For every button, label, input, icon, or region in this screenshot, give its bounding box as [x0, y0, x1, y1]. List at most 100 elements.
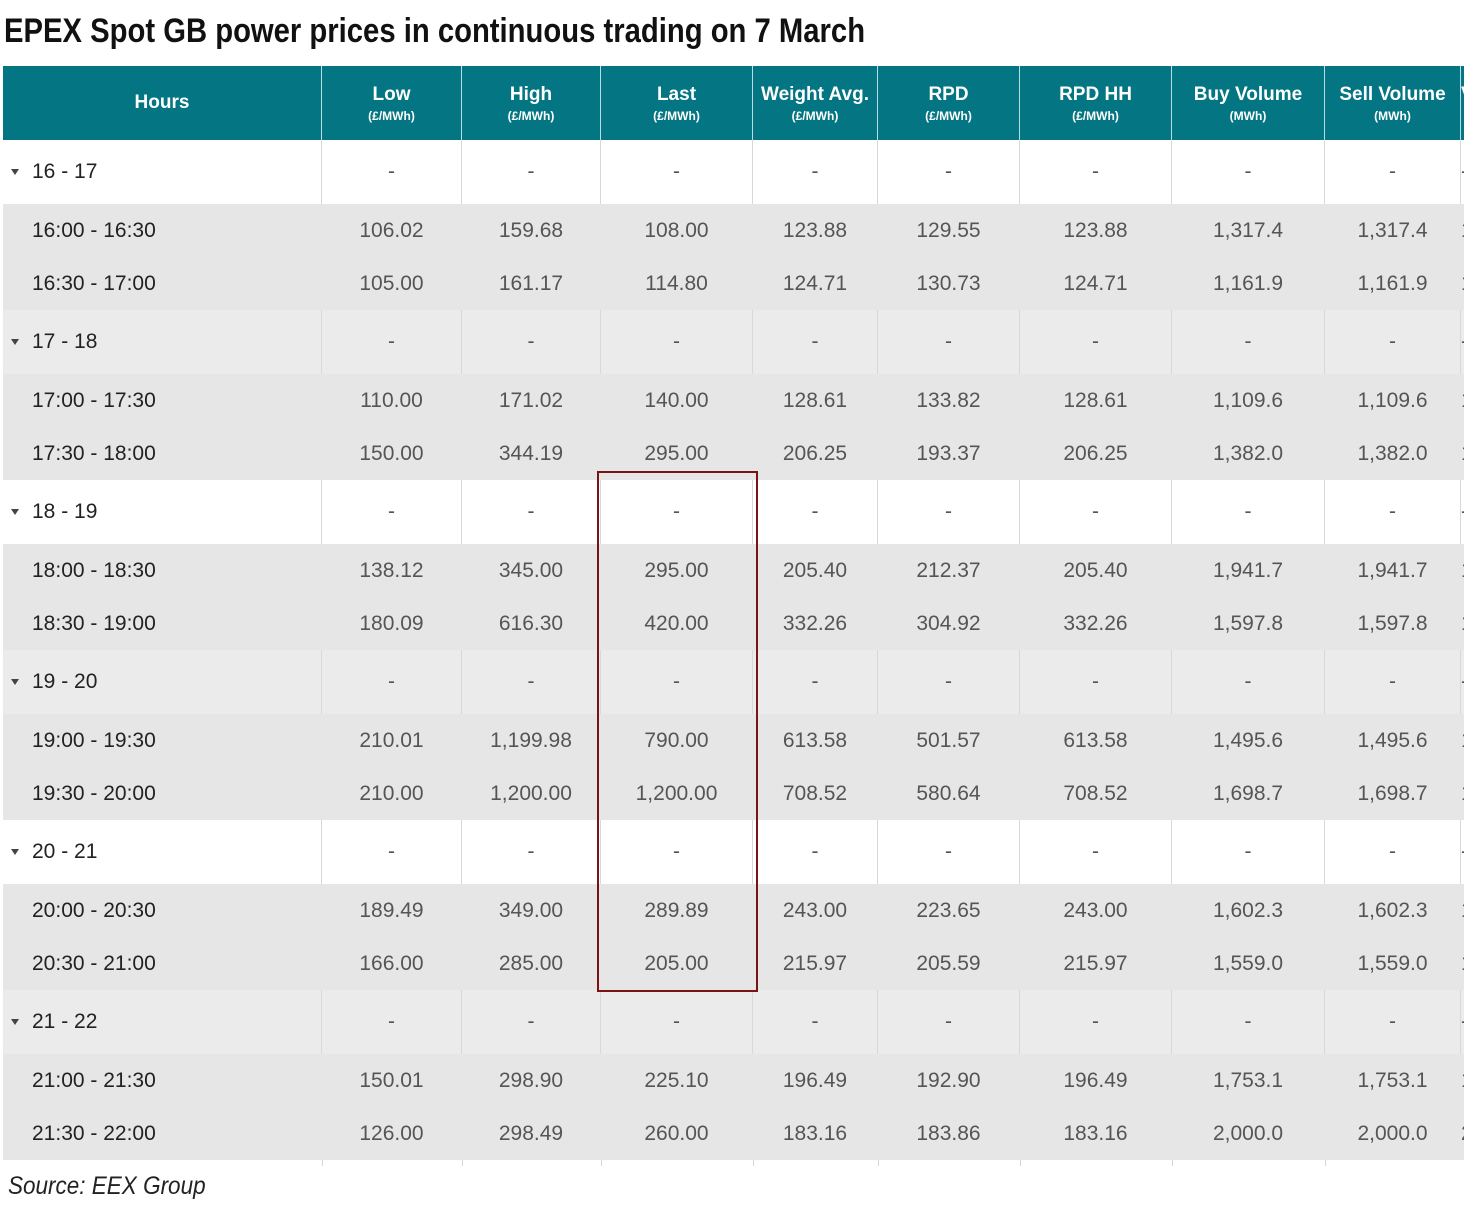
- column-header: Last (£/MWh): [601, 66, 753, 140]
- data-cell: 349.00: [462, 884, 601, 937]
- column-name: RPD HH: [1059, 83, 1132, 105]
- group-cell: 19 - 20: [3, 650, 322, 714]
- data-cell: 193.37: [878, 427, 1020, 480]
- group-cell: -: [1461, 310, 1464, 374]
- data-cell: 124.71: [1020, 257, 1172, 310]
- group-cell: -: [1461, 480, 1464, 544]
- data-cell: 1,753.1: [1172, 1054, 1325, 1107]
- data-cell: 1,698.7: [1172, 767, 1325, 820]
- data-cell: 128.61: [1020, 374, 1172, 427]
- source-note: Source: EEX Group: [8, 1172, 206, 1200]
- data-cell: 210.01: [322, 714, 462, 767]
- group-cell: -: [462, 140, 601, 204]
- data-cell: 1,698.7: [1461, 767, 1464, 820]
- column-name: Weight Avg.: [760, 83, 870, 105]
- column-header: Weight Avg. (£/MWh): [753, 66, 878, 140]
- group-cell: -: [753, 310, 878, 374]
- group-cell: -: [1172, 650, 1325, 714]
- group-cell: -: [1461, 140, 1464, 204]
- data-cell: 196.49: [1020, 1054, 1172, 1107]
- column-header: RPD (£/MWh): [878, 66, 1020, 140]
- group-cell: -: [1325, 310, 1461, 374]
- data-cell: 161.17: [462, 257, 601, 310]
- expand-icon[interactable]: [11, 509, 19, 515]
- expand-icon[interactable]: [11, 1019, 19, 1025]
- data-cell: 1,382.0: [1325, 427, 1461, 480]
- data-cell: 210.00: [322, 767, 462, 820]
- group-cell: -: [601, 480, 753, 544]
- column-divider: [878, 1160, 879, 1166]
- data-cell: 2,000.0: [1461, 1107, 1464, 1160]
- data-cell: 189.49: [322, 884, 462, 937]
- data-cell: 21:30 - 22:00: [3, 1107, 322, 1160]
- group-cell: -: [601, 820, 753, 884]
- data-cell: 243.00: [753, 884, 878, 937]
- group-cell: -: [1461, 990, 1464, 1054]
- column-divider: [1325, 1160, 1326, 1166]
- data-cell: 1,941.7: [1325, 544, 1461, 597]
- group-cell: -: [1325, 990, 1461, 1054]
- group-cell: -: [1461, 650, 1464, 714]
- data-cell: 344.19: [462, 427, 601, 480]
- data-cell: 126.00: [322, 1107, 462, 1160]
- expand-icon[interactable]: [11, 169, 19, 175]
- data-cell: 2,000.0: [1325, 1107, 1461, 1160]
- data-cell: 1,941.7: [1172, 544, 1325, 597]
- data-cell: 192.90: [878, 1054, 1020, 1107]
- group-cell: -: [878, 820, 1020, 884]
- group-cell: -: [1172, 310, 1325, 374]
- data-cell: 159.68: [462, 204, 601, 257]
- data-cell: 130.73: [878, 257, 1020, 310]
- data-cell: 285.00: [462, 937, 601, 990]
- data-cell: 298.90: [462, 1054, 601, 1107]
- data-cell: 106.02: [322, 204, 462, 257]
- expand-icon[interactable]: [11, 679, 19, 685]
- column-divider: [753, 1160, 754, 1166]
- group-cell: -: [462, 990, 601, 1054]
- data-cell: 613.58: [1020, 714, 1172, 767]
- data-cell: 133.82: [878, 374, 1020, 427]
- data-cell: 20:30 - 21:00: [3, 937, 322, 990]
- group-cell: -: [1172, 990, 1325, 1054]
- group-cell: -: [322, 990, 462, 1054]
- data-cell: 212.37: [878, 544, 1020, 597]
- column-header: Volume(MWh): [1461, 66, 1464, 140]
- data-cell: 1,559.0: [1172, 937, 1325, 990]
- expand-icon[interactable]: [11, 339, 19, 345]
- data-cell: 205.59: [878, 937, 1020, 990]
- data-cell: 790.00: [601, 714, 753, 767]
- column-name: Hours: [134, 92, 190, 113]
- data-cell: 17:30 - 18:00: [3, 427, 322, 480]
- group-cell: -: [1020, 140, 1172, 204]
- data-cell: 1,753.1: [1325, 1054, 1461, 1107]
- data-cell: 183.16: [1020, 1107, 1172, 1160]
- column-name: RPD: [928, 83, 969, 105]
- group-cell: -: [878, 140, 1020, 204]
- data-cell: 215.97: [1020, 937, 1172, 990]
- group-cell: -: [601, 140, 753, 204]
- group-cell: -: [1020, 650, 1172, 714]
- data-cell: 183.16: [753, 1107, 878, 1160]
- data-cell: 17:00 - 17:30: [3, 374, 322, 427]
- data-cell: 1,602.3: [1325, 884, 1461, 937]
- data-cell: 1,602.3: [1461, 884, 1464, 937]
- group-cell: 17 - 18: [3, 310, 322, 374]
- column-name: Low: [372, 83, 411, 105]
- group-cell: -: [753, 990, 878, 1054]
- data-cell: 708.52: [1020, 767, 1172, 820]
- data-cell: 140.00: [601, 374, 753, 427]
- data-cell: 1,941.7: [1461, 544, 1464, 597]
- data-cell: 114.80: [601, 257, 753, 310]
- data-cell: 295.00: [601, 544, 753, 597]
- column-header: Sell Volume (MWh): [1325, 66, 1461, 140]
- group-cell: -: [1172, 820, 1325, 884]
- data-cell: 332.26: [753, 597, 878, 650]
- data-cell: 289.89: [601, 884, 753, 937]
- data-cell: 580.64: [878, 767, 1020, 820]
- data-cell: 1,200.00: [601, 767, 753, 820]
- expand-icon[interactable]: [11, 849, 19, 855]
- column-unit: (MWh): [1374, 108, 1411, 123]
- data-cell: 18:30 - 19:00: [3, 597, 322, 650]
- data-cell: 1,597.8: [1172, 597, 1325, 650]
- data-cell: 124.71: [753, 257, 878, 310]
